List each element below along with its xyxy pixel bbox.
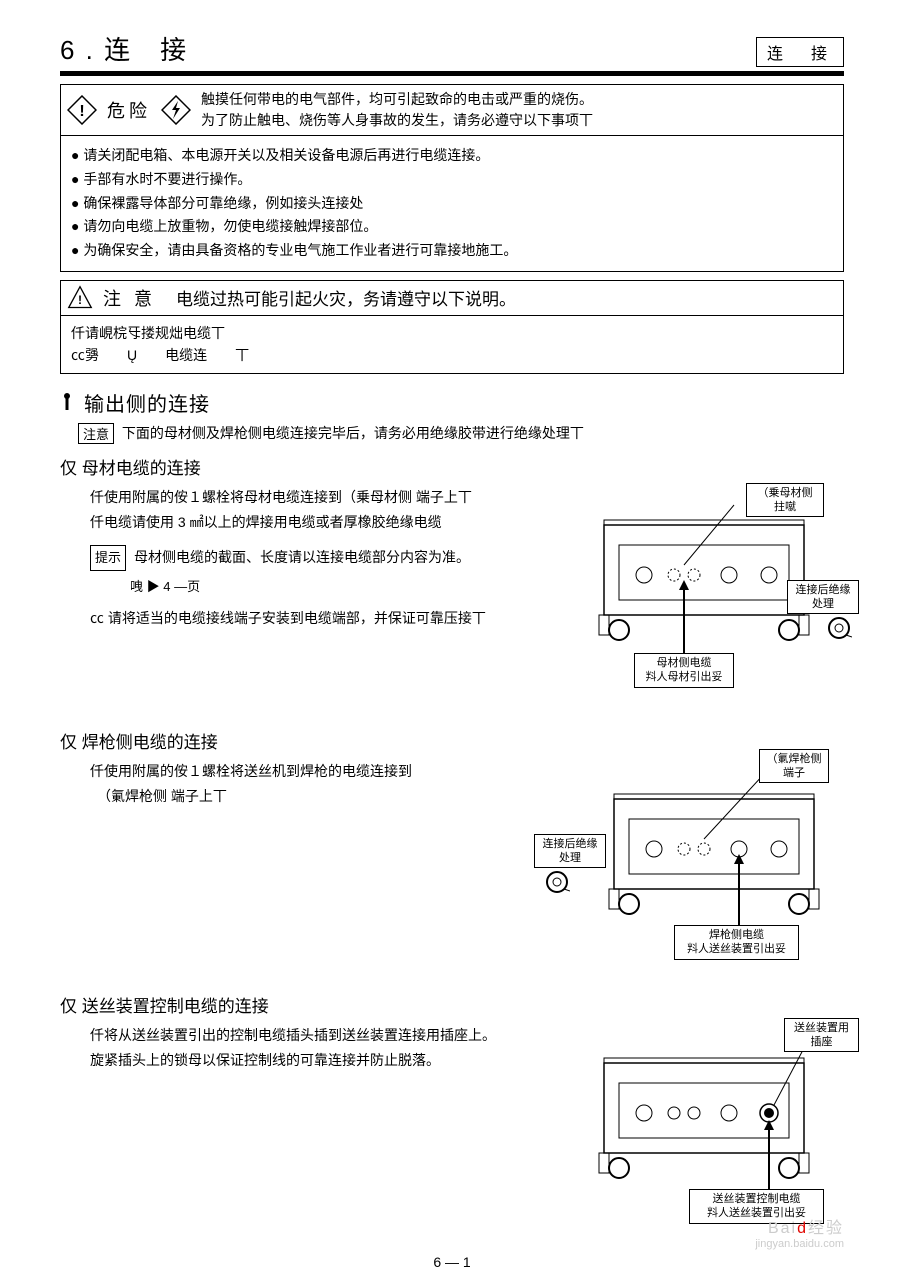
section-bullet-icon	[60, 392, 74, 412]
watermark: Baid经验 jingyan.baidu.com	[755, 1214, 844, 1250]
tape-icon	[826, 615, 852, 641]
shock-icon	[161, 95, 191, 125]
caution-header: ! 注 意 电缆过热可能引起火灾，务请遵守以下说明。	[61, 281, 843, 316]
tape-icon-2	[544, 869, 570, 895]
section-title: 输出侧的连接	[84, 388, 210, 417]
tip-row: 提示 母材侧电缆的截面、长度请以连接电缆部分内容为准。	[90, 545, 584, 570]
note-label: 注意	[78, 423, 114, 444]
fig1-label-top: （乗母材侧拄噈	[746, 483, 824, 518]
svg-text:!: !	[78, 293, 82, 307]
page-header: 6 . 连 接 连 接	[60, 30, 844, 67]
sub1-line2: 仟电缆请使用 3 ㎟以上的焊接用电缆或者厚橡胶绝缘电缆	[90, 510, 584, 535]
tip-label: 提示	[90, 545, 126, 570]
danger-item: 请勿向电缆上放重物，勿使电缆接触焊接部位。	[71, 215, 833, 239]
danger-icon: !	[67, 95, 97, 125]
caution-icon: !	[67, 285, 93, 311]
section-note: 注意 下面的母材侧及焊枪侧电缆连接完毕后，请务必用绝缘胶带进行绝缘处理丅	[78, 423, 844, 444]
header-rule	[60, 71, 844, 76]
subsection-base-cable: 仅 母材电缆的连接 仟使用附属的侒１螺栓将母材电缆连接到（乗母材侧 端子上丅 仟…	[60, 454, 844, 668]
chapter-title: 6 . 连 接	[60, 30, 188, 67]
caution-label: 注 意	[103, 285, 156, 311]
danger-box: ! 危险 触摸任何带电的电气部件，均可引起致命的电击或严重的烧伤。 为了防止触电…	[60, 84, 844, 272]
subsection-feeder-cable: 仅 送丝装置控制电缆的连接 仟将从送丝装置引出的控制电缆插头插到送丝装置连接用插…	[60, 992, 844, 1206]
sub1-bullet: ㏄ 请将适当的电缆接线端子安装到电缆端部，并保证可靠压接丅	[90, 606, 584, 631]
subsec-title-3: 仅 送丝装置控制电缆的连接	[60, 992, 844, 1017]
fig2-label-top: （氭焊枪侧端子	[759, 749, 829, 784]
danger-list: 请关闭配电箱、本电源开关以及相关设备电源后再进行电缆连接。 手部有水时不要进行操…	[61, 136, 843, 271]
danger-item: 手部有水时不要进行操作。	[71, 168, 833, 192]
danger-item: 确保裸露导体部分可靠绝缘，例如接头连接处	[71, 192, 833, 216]
fig1-label-bottom: 母材侧电缆㪵人母材引出妥	[634, 653, 734, 688]
section-output: 输出侧的连接 注意 下面的母材侧及焊枪侧电缆连接完毕后，请务必用绝缘胶带进行绝缘…	[60, 388, 844, 1206]
header-tag: 连 接	[756, 37, 844, 67]
caution-box: ! 注 意 电缆过热可能引起火灾，务请遵守以下说明。 仟请峴梡㸦搂规炪电缆丅 ㏄…	[60, 280, 844, 374]
subsec-text: 仟使用附属的侒１螺栓将母材电缆连接到（乗母材侧 端子上丅 仟电缆请使用 3 ㎟以…	[90, 485, 584, 631]
subsection-torch-cable: 仅 焊枪侧电缆的连接 仟使用附属的侒１螺栓将送丝机到焊枪的电缆连接到 （氭焊枪侧…	[60, 728, 844, 942]
sub3-line2: 旋紧插头上的锁母以保证控制线的可靠连接并防止脱落。	[90, 1048, 584, 1073]
figure-2: （氭焊枪侧端子 连接后绝缘处理 焊枪侧电缆㪵人送丝装置引出妥	[544, 759, 844, 942]
danger-para-2: 为了防止触电、烧伤等人身事故的发生，请务必遵守以下事项丅	[201, 110, 593, 131]
danger-para-1: 触摸任何带电的电气部件，均可引起致命的电击或严重的烧伤。	[201, 89, 593, 110]
caution-body-1: 仟请峴梡㸦搂规炪电缆丅	[71, 322, 833, 344]
svg-text:!: !	[79, 103, 84, 120]
fig3-label-top: 送丝装置用插座	[784, 1018, 859, 1053]
danger-paragraph: 触摸任何带电的电气部件，均可引起致命的电击或严重的烧伤。 为了防止触电、烧伤等人…	[201, 89, 593, 131]
figure-3: 送丝装置用插座 送丝装置控制电缆㪵人送丝装置引出妥	[594, 1023, 844, 1206]
page-number: 6 — 1	[433, 1254, 470, 1270]
sub1-line1: 仟使用附属的侒１螺栓将母材电缆连接到（乗母材侧 端子上丅	[90, 485, 584, 510]
fig2-label-left: 连接后绝缘处理	[534, 834, 606, 869]
danger-label: 危险	[107, 97, 151, 123]
tip-text: 母材侧电缆的截面、长度请以连接电缆部分内容为准。	[134, 545, 470, 570]
sub3-line1: 仟将从送丝装置引出的控制电缆插头插到送丝装置连接用插座上。	[90, 1023, 584, 1048]
caution-body-2: ㏄勥 Ų 电缆连 丅	[71, 344, 833, 366]
figure-1: （乗母材侧拄噈 连接后绝缘处理 母材侧电缆㪵人母材引出妥	[594, 485, 844, 668]
sub2-line1: 仟使用附属的侒１螺栓将送丝机到焊枪的电缆连接到	[90, 759, 534, 784]
danger-item: 为确保安全，请由具备资格的专业电气施工作业者进行可靠接地施工。	[71, 239, 833, 263]
note-text: 下面的母材侧及焊枪侧电缆连接完毕后，请务必用绝缘胶带进行绝缘处理丅	[122, 425, 584, 441]
subsec2-text: 仟使用附属的侒１螺栓将送丝机到焊枪的电缆连接到 （氭焊枪侧 端子上丅	[90, 759, 534, 809]
sub2-line2: （氭焊枪侧 端子上丅	[90, 784, 534, 809]
caution-para: 电缆过热可能引起火灾，务请遵守以下说明。	[176, 285, 516, 310]
subsec-title: 仅 母材电缆的连接	[60, 454, 844, 479]
fig2-label-bottom: 焊枪侧电缆㪵人送丝装置引出妥	[674, 925, 799, 960]
caution-body: 仟请峴梡㸦搂规炪电缆丅 ㏄勥 Ų 电缆连 丅	[61, 316, 843, 373]
ref-line: 㖂 ▶ 4 —页	[130, 575, 584, 598]
watermark-url: jingyan.baidu.com	[755, 1238, 844, 1250]
fig1-label-right: 连接后绝缘处理	[787, 580, 859, 615]
danger-header: ! 危险 触摸任何带电的电气部件，均可引起致命的电击或严重的烧伤。 为了防止触电…	[61, 85, 843, 136]
section-title-row: 输出侧的连接	[60, 388, 844, 417]
subsec3-text: 仟将从送丝装置引出的控制电缆插头插到送丝装置连接用插座上。 旋紧插头上的锁母以保…	[90, 1023, 584, 1073]
subsec-title-2: 仅 焊枪侧电缆的连接	[60, 728, 844, 753]
danger-item: 请关闭配电箱、本电源开关以及相关设备电源后再进行电缆连接。	[71, 144, 833, 168]
